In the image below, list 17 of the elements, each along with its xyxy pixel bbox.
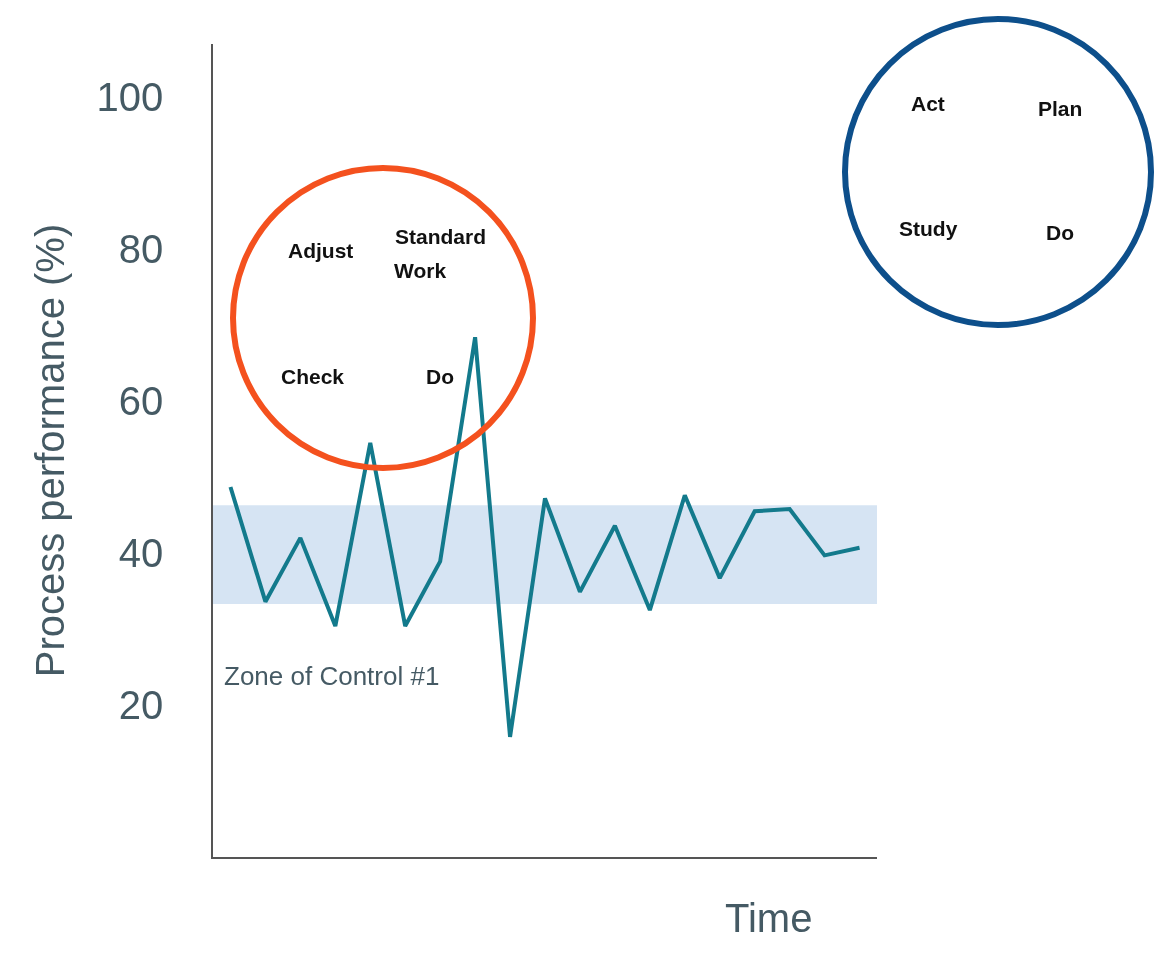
annotation: Check xyxy=(281,365,345,388)
band-label: Zone of Control #1 xyxy=(224,661,440,691)
annotation: Work xyxy=(394,259,447,282)
x-axis-title: Time xyxy=(725,896,813,940)
annotation: Adjust xyxy=(288,239,354,262)
y-tick-label: 60 xyxy=(118,379,164,424)
y-axis-title: Process performance (%) xyxy=(27,223,72,678)
annotation: Do xyxy=(426,365,454,388)
y-tick-label: 100 xyxy=(96,75,164,120)
text: Do xyxy=(1046,221,1074,244)
y-tick-label: 80 xyxy=(118,227,164,272)
text: Act xyxy=(911,92,945,115)
text: Plan xyxy=(1038,97,1083,120)
y-tick-label: 20 xyxy=(118,683,164,728)
annotation: Standard xyxy=(395,225,487,248)
y-tick-label: 40 xyxy=(118,531,164,576)
text: Study xyxy=(899,217,958,240)
